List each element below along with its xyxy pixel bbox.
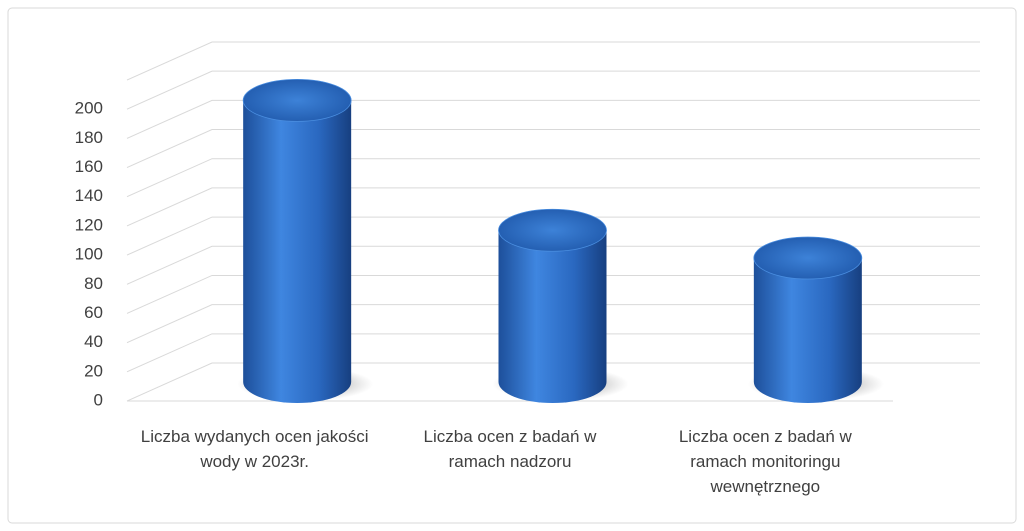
grid-line bbox=[126, 70, 980, 110]
y-tick-label: 200 bbox=[75, 99, 103, 118]
grid-line bbox=[126, 333, 980, 373]
y-tick-label: 40 bbox=[84, 332, 103, 351]
grid-line bbox=[126, 158, 980, 198]
y-tick-label: 100 bbox=[75, 245, 103, 264]
grid-line bbox=[126, 41, 980, 81]
grid-line bbox=[126, 245, 980, 285]
grid-line bbox=[126, 129, 980, 169]
y-tick-label: 60 bbox=[84, 303, 103, 322]
grid-line bbox=[126, 274, 980, 314]
bar-top bbox=[498, 208, 607, 252]
grid-line bbox=[126, 362, 980, 402]
y-tick-label: 160 bbox=[75, 157, 103, 176]
grid-line bbox=[126, 187, 980, 227]
grid-line bbox=[126, 216, 980, 256]
chart-border bbox=[7, 7, 1017, 524]
y-tick-label: 140 bbox=[75, 186, 103, 205]
y-tick-label: 180 bbox=[75, 128, 103, 147]
y-tick-label: 80 bbox=[84, 274, 103, 293]
bar bbox=[753, 257, 862, 404]
x-tick-label: Liczba wydanych ocen jakości wody w 2023… bbox=[140, 427, 369, 471]
grid-line bbox=[126, 99, 980, 139]
y-tick-label: 120 bbox=[75, 215, 103, 234]
bar-top bbox=[753, 236, 863, 280]
bar bbox=[243, 100, 352, 403]
x-tick-label: Liczba ocen z badań w ramach monitoringu… bbox=[678, 427, 852, 496]
x-tick-label: Liczba ocen z badań w ramach nadzoru bbox=[423, 427, 597, 471]
y-tick-label: 0 bbox=[94, 390, 103, 409]
bar bbox=[498, 230, 607, 404]
y-tick-label: 20 bbox=[84, 361, 103, 380]
bar-top bbox=[242, 78, 352, 122]
grid-line bbox=[126, 304, 980, 344]
